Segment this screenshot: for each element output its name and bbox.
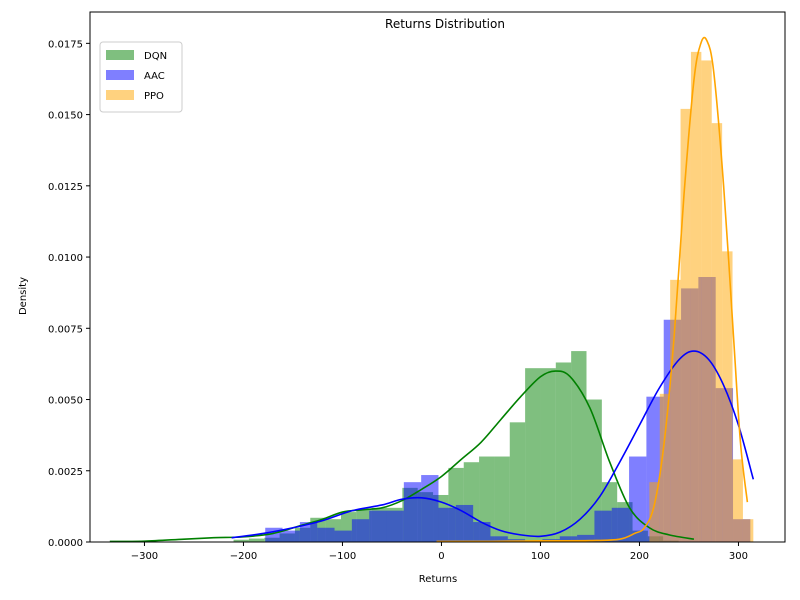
y-tick-label: 0.0125 bbox=[48, 182, 83, 193]
dqn-hist-bar bbox=[248, 538, 265, 542]
dqn-hist-bar bbox=[586, 399, 602, 542]
x-axis-label: Returns bbox=[419, 574, 457, 585]
y-tick-label: 0.0175 bbox=[48, 39, 83, 50]
ppo-kde-line bbox=[436, 36, 749, 543]
legend-label-dqn: DQN bbox=[144, 51, 167, 62]
aac-hist-bar bbox=[282, 530, 300, 542]
y-tick-label: 0.0150 bbox=[48, 111, 83, 122]
legend-label-ppo: PPO bbox=[144, 91, 164, 102]
x-tick-label: 0 bbox=[438, 551, 444, 562]
x-tick-label: 200 bbox=[630, 551, 649, 562]
dqn-hist-bar bbox=[571, 351, 587, 542]
ppo-hist-bar bbox=[732, 459, 743, 542]
aac-hist-bar bbox=[577, 534, 595, 542]
chart-title: Returns Distribution bbox=[385, 17, 505, 31]
dqn-hist-bar bbox=[540, 368, 556, 542]
ppo-hist-bar bbox=[680, 108, 691, 542]
y-tick-label: 0.0000 bbox=[48, 538, 83, 549]
dqn-hist-bar bbox=[525, 368, 541, 542]
x-tick-label: 100 bbox=[531, 551, 550, 562]
aac-hist-bar bbox=[473, 522, 491, 542]
dqn-hist-bar bbox=[509, 422, 526, 542]
legend-label-aac: AAC bbox=[144, 71, 165, 82]
x-tick-label: 300 bbox=[729, 551, 748, 562]
dqn-hist-bar bbox=[494, 456, 510, 542]
ppo-hist-bar bbox=[701, 60, 712, 542]
aac-hist-bar bbox=[559, 536, 578, 542]
aac-hist-bar bbox=[629, 456, 647, 542]
kde-layer bbox=[109, 36, 755, 543]
legend-swatch-ppo bbox=[106, 90, 134, 100]
histogram-layer bbox=[233, 51, 754, 542]
aac-hist-bar bbox=[386, 510, 404, 542]
dqn-hist-bar bbox=[479, 456, 495, 542]
legend: DQN AAC PPO bbox=[99, 41, 183, 113]
aac-kde-line bbox=[231, 350, 755, 539]
y-tick-label: 0.0075 bbox=[48, 324, 83, 335]
x-tick-label: −100 bbox=[329, 551, 356, 562]
aac-hist-bar bbox=[611, 507, 630, 542]
x-tick-label: −300 bbox=[131, 551, 158, 562]
y-axis-label: Density bbox=[18, 277, 29, 315]
aac-hist-bar bbox=[594, 510, 612, 542]
ppo-hist-bar bbox=[649, 482, 660, 542]
plot-frame bbox=[89, 11, 786, 543]
dqn-hist-bar bbox=[555, 362, 572, 542]
aac-hist-bar bbox=[455, 504, 474, 542]
aac-hist-bar bbox=[438, 507, 456, 542]
ppo-hist-bar bbox=[742, 519, 754, 542]
ppo-hist-bar bbox=[722, 251, 733, 542]
dqn-kde-line bbox=[109, 370, 695, 543]
y-axis: 0.0000 0.0025 0.0050 0.0075 0.0100 0.0125 0.01… bbox=[48, 39, 90, 549]
x-tick-label: −200 bbox=[230, 551, 257, 562]
dqn-hist-bar bbox=[233, 539, 249, 542]
y-tick-label: 0.0025 bbox=[48, 467, 83, 478]
aac-hist-bar bbox=[421, 475, 439, 542]
aac-hist-bar bbox=[334, 530, 352, 542]
aac-hist-bar bbox=[299, 522, 318, 542]
aac-hist-bar bbox=[490, 536, 508, 542]
aac-hist-bar bbox=[351, 519, 370, 542]
ppo-hist-bar bbox=[659, 393, 671, 542]
ppo-hist-bar bbox=[690, 51, 702, 542]
x-axis: −300 −200 −100 0 100 200 300 bbox=[131, 542, 748, 562]
ppo-hist-bar bbox=[711, 123, 723, 542]
ppo-hist-bar bbox=[670, 279, 681, 542]
legend-swatch-aac bbox=[106, 70, 134, 80]
y-tick-label: 0.0050 bbox=[48, 396, 83, 407]
aac-hist-bar bbox=[369, 510, 387, 542]
aac-hist-bar bbox=[317, 527, 335, 542]
legend-swatch-dqn bbox=[106, 50, 134, 60]
y-tick-label: 0.0100 bbox=[48, 253, 83, 264]
